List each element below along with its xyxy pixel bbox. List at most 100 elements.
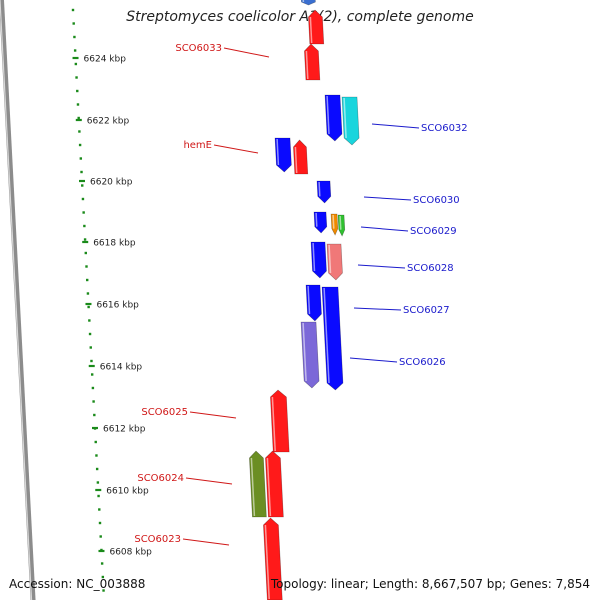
tick-dots [71, 8, 105, 592]
feature-highlight [302, 322, 307, 382]
feature-highlight [328, 244, 332, 274]
guide-dot [88, 332, 92, 336]
feature-highlight [332, 214, 335, 229]
gene-feature-arrow[interactable] [304, 43, 321, 81]
feature-highlight [318, 181, 321, 197]
gene-label-right[interactable]: SCO6032 [421, 123, 468, 134]
gene-label-leader [182, 538, 230, 546]
guide-dot [85, 265, 88, 268]
guide-dot [71, 8, 75, 12]
feature-highlight [323, 287, 330, 384]
guide-dot [83, 238, 87, 241]
feature-highlight [315, 212, 318, 227]
feature-highlight [294, 146, 298, 174]
gene-label-right[interactable]: SCO6030 [413, 195, 460, 206]
guide-dot [76, 103, 80, 106]
guide-dot [77, 116, 80, 120]
tick-label: 6608 kbp [109, 548, 152, 558]
guide-dot [99, 535, 102, 538]
guide-dot [95, 467, 99, 471]
gene-label-leader [357, 264, 406, 269]
map-title: Streptomyces coelicolor A3(2), complete … [126, 9, 474, 25]
gene-feature-arrow[interactable] [300, 0, 316, 6]
tick-label: 6618 kbp [93, 239, 136, 249]
feature-highlight [326, 95, 330, 135]
left-gene-labels: SCO6033 hemE SCO6025 SCO6024 SCO6023 [134, 43, 270, 546]
gene-label-leader [349, 357, 398, 363]
guide-dot [72, 22, 75, 25]
gene-feature-arrow[interactable] [330, 213, 339, 236]
guide-dot [88, 319, 91, 322]
genome-backbone [0, 0, 36, 600]
tick-label: 6614 kbp [100, 363, 143, 373]
gene-label-right[interactable]: SCO6029 [410, 226, 457, 237]
tick-label: 6622 kbp [87, 117, 130, 127]
guide-dot [86, 278, 89, 282]
gene-label-leader [223, 47, 270, 58]
gene-label-leader [213, 144, 259, 154]
guide-dot [94, 440, 97, 444]
gene-label-leader [360, 226, 409, 232]
feature-highlight [305, 50, 309, 80]
tick-label: 6620 kbp [90, 178, 133, 188]
gene-label-right[interactable]: SCO6027 [403, 305, 450, 316]
feature-highlight [266, 457, 272, 517]
gene-label-right[interactable]: SCO6026 [399, 357, 446, 368]
feature-highlight [343, 97, 347, 139]
guide-dot [89, 346, 92, 349]
guide-dot [93, 413, 96, 417]
gene-label-left[interactable]: SCO6033 [175, 43, 222, 54]
guide-dot [80, 170, 83, 174]
gene-feature-arrow[interactable] [308, 9, 325, 45]
feature-highlight [307, 285, 311, 315]
feature-highlight [276, 138, 280, 166]
gene-label-left[interactable]: hemE [183, 140, 212, 151]
guide-dot [100, 562, 104, 565]
gene-feature-arrow[interactable] [274, 137, 292, 173]
gene-label-left[interactable]: SCO6024 [137, 473, 184, 484]
gene-label-leader [363, 196, 412, 201]
guide-dot [92, 400, 95, 403]
accession-text: Accession: NC_003888 [9, 577, 146, 591]
guide-dot [86, 292, 90, 295]
feature-highlight [264, 524, 270, 600]
gene-feature-arrow[interactable] [321, 286, 344, 391]
gene-label-right[interactable]: SCO6028 [407, 263, 454, 274]
gene-feature-arrow[interactable] [313, 211, 328, 234]
guide-dot [101, 575, 105, 579]
guide-dot [81, 184, 84, 187]
guide-dot [83, 224, 86, 228]
gene-label-left[interactable]: SCO6025 [141, 407, 188, 418]
guide-dot [81, 197, 85, 201]
guide-dot [73, 49, 77, 52]
guide-dot [97, 494, 100, 498]
gene-label-leader [189, 411, 237, 419]
guide-dot [75, 76, 78, 79]
backbone-highlight [0, 0, 33, 600]
right-gene-labels: SCO6032 SCO6030 SCO6029 SCO6028 SCO6027 SCO60… [349, 123, 468, 368]
gene-feature-arrow[interactable] [316, 180, 332, 204]
gene-label-leader [185, 477, 233, 485]
guide-dot [98, 508, 101, 511]
gene-label-leader [353, 307, 402, 311]
gene-features[interactable] [249, 0, 360, 600]
guide-dot [74, 62, 78, 66]
guide-dot [96, 481, 100, 484]
guide-dot [76, 89, 79, 93]
tick-label: 6616 kbp [96, 301, 139, 311]
guide-dot [78, 143, 82, 147]
genome-summary: Topology: linear; Length: 8,667,507 bp; … [270, 577, 590, 591]
gene-label-leader [371, 123, 420, 129]
gene-feature-arrow[interactable] [337, 214, 346, 237]
guide-dot [87, 305, 90, 309]
tick-label: 6624 kbp [84, 55, 127, 65]
guide-dot [82, 211, 85, 214]
guide-dot [102, 589, 105, 592]
guide-dot [90, 359, 93, 363]
gene-label-left[interactable]: SCO6023 [134, 534, 181, 545]
tick-label: 6610 kbp [106, 487, 149, 497]
guide-dot [90, 373, 94, 376]
feature-highlight [312, 242, 316, 272]
position-ticks: 6624 kbp 6622 kbp 6620 kbp 6618 kbp 6616 kbp… [72, 55, 152, 558]
